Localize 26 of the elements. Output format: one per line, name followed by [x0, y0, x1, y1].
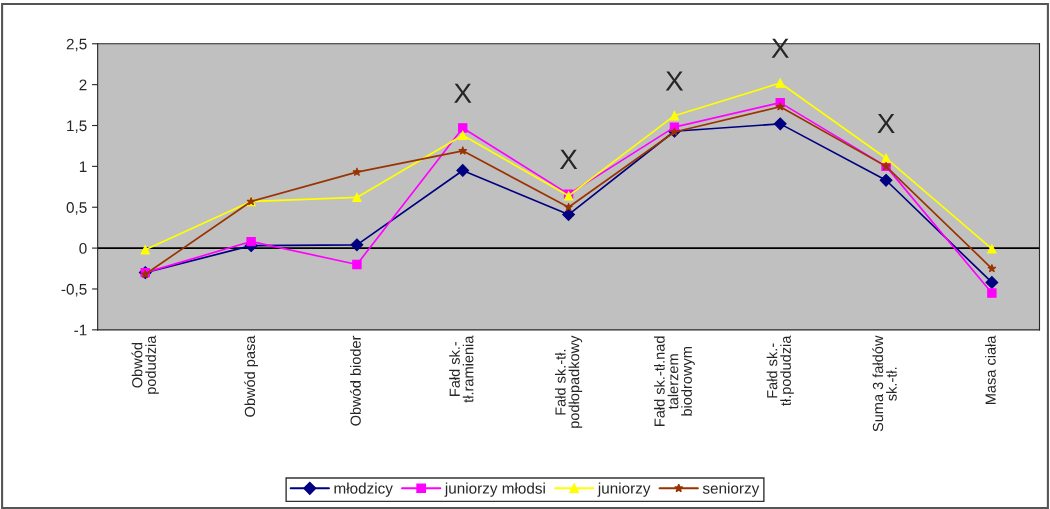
y-tick-label: 1 [79, 161, 87, 172]
legend-label: juniorzy [597, 482, 651, 497]
x-tick-label: Fałd sk.- tł.ramienia [449, 335, 474, 403]
x-tick-label: Obwód bioder [349, 335, 361, 426]
x-tick-label: Fałd sk.- tł.podudzia [766, 335, 794, 406]
annotation: X [877, 113, 895, 133]
annotation: X [665, 71, 684, 91]
x-tick-label: Fałd sk.-tł.nad talerzem biodrowym [654, 336, 695, 426]
x-tick-label: Suma 3 fałdów sk.-tł. [872, 335, 897, 432]
x-tick-label: Obwód pasa [244, 335, 258, 417]
x-tick-label: Fałd sk.-tł. podłopadkowy [554, 335, 583, 428]
annotation: X [771, 38, 789, 58]
x-tick-label: Masa ciała [985, 335, 996, 405]
annotation: X [454, 83, 472, 103]
y-tick-label: 1,5 [67, 120, 87, 133]
y-tick-label: -0,5 [61, 283, 87, 297]
y-tick-label: -1 [74, 324, 87, 336]
x-tick-label: Obwód podudzia [131, 335, 159, 394]
legend-label: seniorzy [702, 482, 760, 497]
y-tick-label: 0 [79, 242, 87, 254]
legend-label: młodzicy [334, 482, 393, 497]
annotation: X [559, 149, 578, 169]
legend-label: juniorzy młodsi [444, 482, 545, 497]
y-tick-label: 2,5 [66, 38, 87, 52]
y-tick-label: 2 [79, 79, 87, 91]
y-tick-label: 0,5 [66, 202, 87, 215]
